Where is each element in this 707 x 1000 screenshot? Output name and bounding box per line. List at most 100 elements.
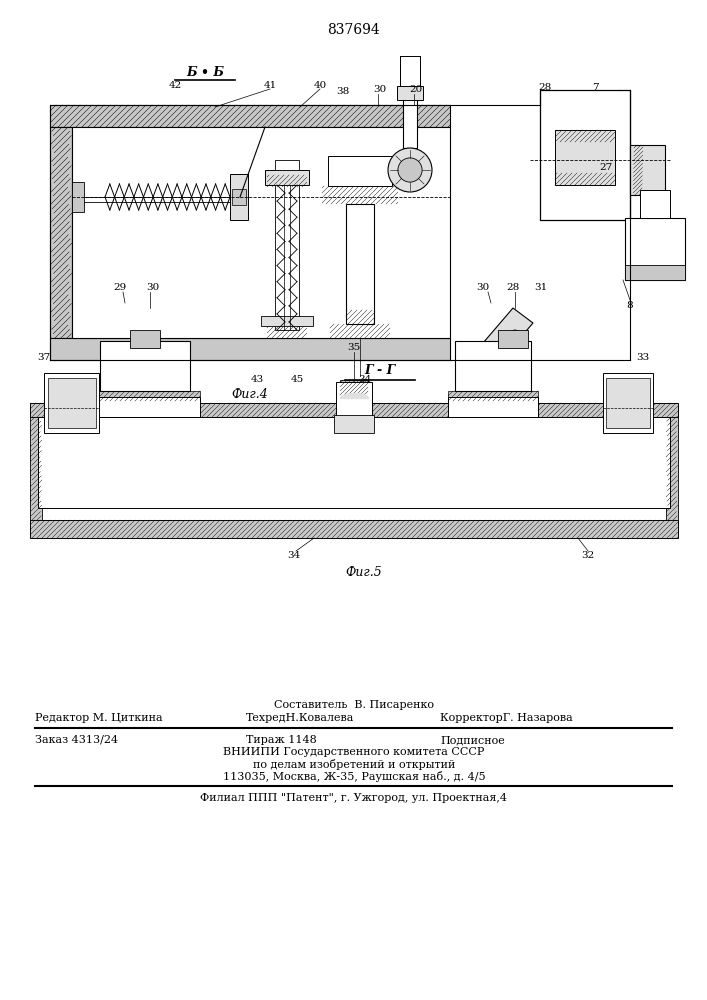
Text: Б • Б: Б • Б [186,66,224,79]
Bar [340,380,368,395]
Bar [100,341,190,391]
Circle shape [510,330,520,340]
Bar [540,90,630,220]
Circle shape [388,148,432,192]
Text: 113035, Москва, Ж-35, Раушская наб., д. 4/5: 113035, Москва, Ж-35, Раушская наб., д. … [223,770,485,782]
Bar [448,391,538,401]
Bar [666,417,678,520]
Text: 27: 27 [600,163,613,172]
Bar [498,330,528,348]
Bar [322,186,398,204]
Bar [400,56,420,86]
Text: 20: 20 [409,86,423,95]
Text: 32: 32 [581,552,595,560]
Text: Подписное: Подписное [440,735,505,745]
Bar [265,170,309,185]
Bar [555,173,615,185]
Circle shape [614,394,642,422]
Bar [30,403,678,417]
Bar [50,127,72,338]
Bar [130,330,160,348]
Circle shape [578,157,592,171]
Text: Тираж 1148: Тираж 1148 [246,735,317,745]
Text: 35: 35 [347,344,361,353]
Bar [330,324,390,338]
Bar [232,189,246,205]
Bar [50,338,450,360]
Polygon shape [483,308,533,358]
Bar [328,156,392,186]
Text: Филиал ППП "Патент", г. Ужгород, ул. Проектная,4: Филиал ППП "Патент", г. Ужгород, ул. Про… [201,793,508,803]
Bar [397,86,423,100]
Text: 31: 31 [534,284,548,292]
Bar [346,310,374,324]
Circle shape [623,403,633,413]
Text: КорректорГ. Назарова: КорректорГ. Назарова [440,713,573,723]
Bar [346,204,374,324]
Text: 28: 28 [506,284,520,292]
Text: Фиг.5: Фиг.5 [346,566,382,580]
Bar [72,127,450,338]
Bar [540,90,555,220]
Text: 34: 34 [287,552,300,560]
Bar [267,326,307,338]
Bar [603,373,653,433]
Text: по делам изобретений и открытий: по делам изобретений и открытий [253,758,455,770]
Bar [615,90,630,220]
Text: 7: 7 [592,83,598,92]
Text: 30: 30 [146,284,160,292]
Circle shape [67,403,77,413]
Text: 28: 28 [538,83,551,92]
Text: 43: 43 [250,375,264,384]
Bar [448,397,538,417]
Bar [555,130,615,142]
Bar [90,397,200,417]
Text: 8: 8 [626,300,633,310]
Text: 45: 45 [291,375,303,384]
Text: 29: 29 [113,284,127,292]
Text: 30: 30 [477,284,490,292]
Bar [606,378,650,428]
Bar [403,93,417,148]
Bar [230,174,248,220]
Bar [455,341,531,391]
Bar [72,182,84,212]
Bar [50,105,450,127]
Text: 30: 30 [373,86,387,95]
Bar [625,265,685,280]
Bar [48,378,96,428]
Bar [267,175,307,187]
Bar [630,145,665,195]
Circle shape [142,330,152,340]
Text: 41: 41 [264,81,276,90]
Text: Фиг.4: Фиг.4 [232,388,269,401]
Bar [633,145,643,195]
Bar [38,417,670,508]
Bar [261,316,313,326]
Text: Составитель  В. Писаренко: Составитель В. Писаренко [274,700,434,710]
Text: 34: 34 [358,375,372,384]
Text: 40: 40 [313,81,327,90]
Text: 38: 38 [337,87,350,96]
Text: ТехредН.Ковалева: ТехредН.Ковалева [246,713,354,723]
Bar [275,160,299,170]
Text: ВНИИПИ Государственного комитета СССР: ВНИИПИ Государственного комитета СССР [223,747,485,757]
Text: 37: 37 [37,354,51,362]
Bar [625,218,685,280]
Text: Г - Г: Г - Г [364,363,396,376]
Circle shape [398,158,422,182]
Bar [30,520,678,538]
Text: 42: 42 [168,81,182,90]
Text: Редактор М. Циткина: Редактор М. Циткина [35,713,163,723]
Bar [44,373,99,433]
Bar [555,130,615,185]
Text: 33: 33 [636,354,650,362]
Bar [334,415,374,433]
Bar [336,382,372,417]
Circle shape [57,393,87,423]
Bar [275,185,299,330]
Bar [640,190,670,218]
Bar [90,391,200,401]
Polygon shape [115,308,165,358]
Text: Заказ 4313/24: Заказ 4313/24 [35,735,118,745]
